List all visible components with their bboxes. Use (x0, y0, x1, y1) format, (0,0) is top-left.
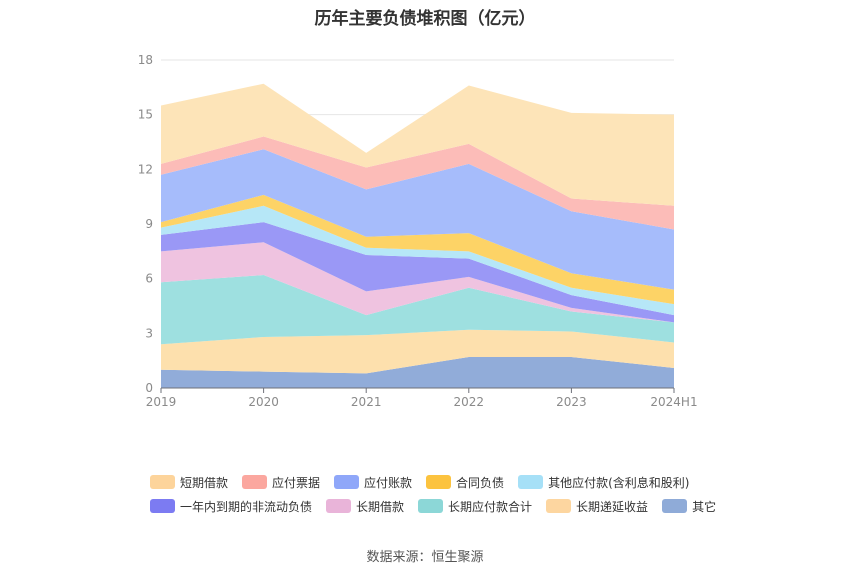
legend-label: 其它 (692, 499, 717, 514)
legend-label: 应付账款 (364, 475, 413, 490)
y-tick-label: 12 (138, 162, 153, 176)
stacked-area-chart: 0 3 6 9 12 15 18 2019 2020 2021 2022 2023 2024H1 (138, 53, 698, 409)
area-series[interactable] (161, 329, 674, 374)
y-tick-label: 9 (145, 217, 153, 231)
legend-item[interactable]: 其他应付款(含利息和股利) (518, 474, 689, 491)
y-tick-label: 3 (145, 326, 153, 340)
area-series[interactable] (161, 136, 674, 230)
area-series[interactable] (161, 275, 674, 345)
legend-item[interactable]: 其它 (662, 498, 716, 515)
area-series[interactable] (161, 83, 674, 206)
area-series[interactable] (161, 242, 674, 323)
x-tick-label: 2023 (556, 395, 587, 409)
legend-item[interactable]: 短期借款 (150, 474, 228, 491)
legend-item[interactable]: 长期应付款合计 (418, 498, 532, 515)
legend-row: 一年内到期的非流动负债 长期借款 长期应付款合计 长期递延收益 其它 (150, 494, 750, 518)
legend-swatch (546, 499, 572, 513)
legend-swatch (150, 475, 175, 489)
area-series[interactable] (161, 222, 674, 323)
legend-item[interactable]: 一年内到期的非流动负债 (150, 498, 312, 515)
legend-label: 应付票据 (272, 475, 321, 490)
legend-label: 长期递延收益 (576, 499, 649, 514)
legend-swatch (326, 499, 352, 513)
area-series[interactable] (161, 149, 674, 290)
legend-swatch (662, 499, 688, 513)
legend-swatch (242, 475, 268, 489)
legend-item[interactable]: 长期借款 (326, 498, 404, 515)
axes: 0 3 6 9 12 15 18 2019 2020 2021 2022 2023 2024H1 (138, 53, 698, 409)
legend-label: 长期借款 (356, 499, 405, 514)
legend-swatch (426, 475, 452, 489)
legend-item[interactable]: 应付票据 (242, 474, 320, 491)
legend-swatch (334, 475, 360, 489)
legend-label: 短期借款 (180, 475, 229, 490)
legend-swatch (150, 499, 175, 513)
x-tick-label: 2024H1 (650, 395, 697, 409)
legend-swatch (518, 475, 544, 489)
legend-item[interactable]: 合同负债 (426, 474, 504, 491)
x-tick-label: 2022 (454, 395, 485, 409)
legend-label: 其他应付款(含利息和股利) (548, 475, 690, 490)
legend-label: 合同负债 (456, 475, 505, 490)
area-series[interactable] (161, 194, 674, 305)
x-tick-label: 2020 (248, 395, 279, 409)
y-tick-label: 18 (138, 53, 153, 67)
legend-item[interactable]: 应付账款 (334, 474, 412, 491)
y-tick-label: 15 (138, 108, 153, 122)
legend: 短期借款 应付票据 应付账款 合同负债 其他应付款(含利息和股利) 一年内到期的非流动负… (150, 470, 750, 518)
legend-label: 一年内到期的非流动负债 (180, 499, 313, 514)
legend-swatch (418, 499, 444, 513)
legend-item[interactable]: 长期递延收益 (546, 498, 648, 515)
x-tick-label: 2021 (351, 395, 382, 409)
area-layers (161, 83, 674, 388)
y-tick-label: 0 (145, 381, 153, 395)
legend-row: 短期借款 应付票据 应付账款 合同负债 其他应付款(含利息和股利) (150, 470, 750, 494)
x-tick-label: 2019 (146, 395, 177, 409)
legend-label: 长期应付款合计 (448, 499, 533, 514)
y-tick-label: 6 (145, 272, 153, 286)
source-note: 数据来源：恒生聚源 (366, 550, 484, 565)
chart-title: 历年主要负债堆积图（亿元） (314, 9, 536, 29)
area-series[interactable] (161, 357, 674, 388)
